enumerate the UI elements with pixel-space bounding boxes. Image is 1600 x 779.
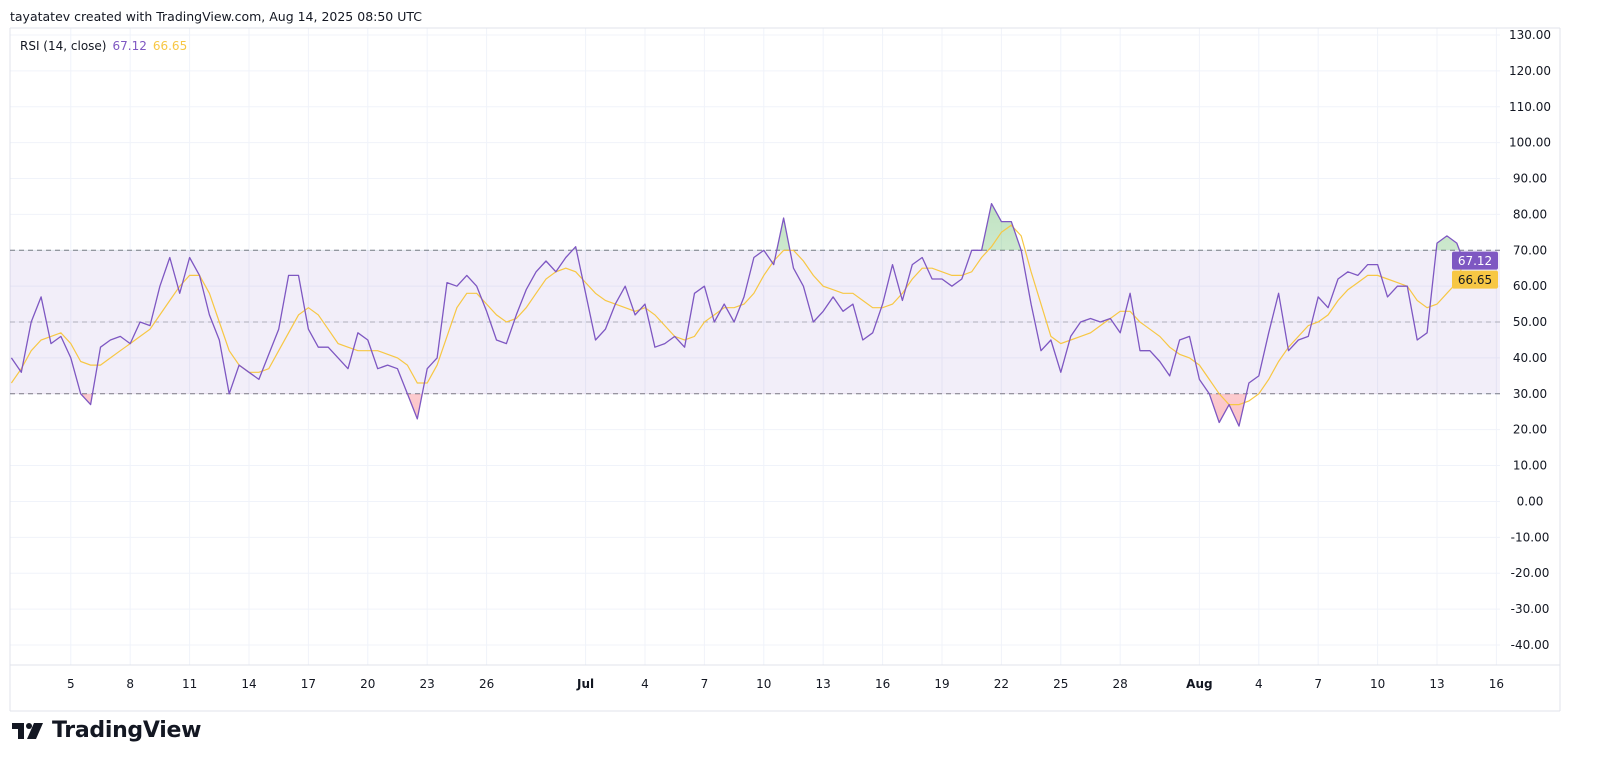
rsi-last-value-label: 67.12 xyxy=(1452,251,1498,270)
y-tick-label: 10.00 xyxy=(1513,459,1547,473)
x-axis[interactable]: 5 8 11 14 17 20 23 26 Jul 4 7 10 13 16 19 22 25 28 Aug 4 7 10… xyxy=(67,677,1504,691)
y-tick-label: 100.00 xyxy=(1509,136,1551,150)
y-tick-label: -40.00 xyxy=(1511,638,1550,652)
y-tick-label: 110.00 xyxy=(1509,100,1551,114)
y-tick-label: 50.00 xyxy=(1513,315,1547,329)
tradingview-logo-text: TradingView xyxy=(52,718,202,743)
y-tick-label: 70.00 xyxy=(1513,243,1547,257)
series-lines xyxy=(10,202,1465,427)
rsi-band-background xyxy=(10,250,1500,394)
x-tick-label: 7 xyxy=(1314,677,1322,691)
x-tick-label: 14 xyxy=(241,677,256,691)
y-tick-label: 90.00 xyxy=(1513,172,1547,186)
x-tick-label: Aug xyxy=(1186,677,1212,691)
x-tick-label: 17 xyxy=(301,677,316,691)
rsi-legend-value: 67.12 xyxy=(112,39,147,53)
x-tick-label: 23 xyxy=(420,677,435,691)
rsi-line xyxy=(10,202,1465,427)
y-tick-label: 80.00 xyxy=(1513,207,1547,221)
overbought-fill xyxy=(572,203,1460,251)
y-tick-label: 40.00 xyxy=(1513,351,1547,365)
y-axis[interactable]: 130.00 120.00 110.00 100.00 90.00 80.00 70.00 6… xyxy=(1509,28,1551,652)
x-tick-label: 4 xyxy=(1255,677,1263,691)
y-tick-label: -10.00 xyxy=(1511,530,1550,544)
ma-last-value-label-text: 66.65 xyxy=(1458,273,1492,287)
x-tick-label: 16 xyxy=(1489,677,1504,691)
ma-legend-value: 66.65 xyxy=(152,39,188,53)
rsi-last-value-label-text: 67.12 xyxy=(1458,254,1492,268)
y-tick-label: 60.00 xyxy=(1513,279,1547,293)
y-tick-label: 120.00 xyxy=(1509,64,1551,78)
x-tick-label: 13 xyxy=(1429,677,1444,691)
ma-last-value-label-bg xyxy=(1452,270,1498,289)
x-tick-label: 10 xyxy=(756,677,771,691)
y-tick-label: -20.00 xyxy=(1511,566,1550,580)
x-tick-label: 8 xyxy=(126,677,134,691)
rsi-last-value-label-bg xyxy=(1452,251,1498,270)
attribution-header: tayatatev created with TradingView.com, … xyxy=(10,9,423,24)
x-tick-label: 16 xyxy=(875,677,890,691)
x-tick-label: 19 xyxy=(934,677,949,691)
x-tick-label: 13 xyxy=(816,677,831,691)
extreme-fills xyxy=(11,203,1464,427)
x-tick-label: 20 xyxy=(360,677,375,691)
x-tick-label: 28 xyxy=(1113,677,1128,691)
x-tick-label: 11 xyxy=(182,677,197,691)
x-tick-label: 4 xyxy=(641,677,649,691)
indicator-legend[interactable]: RSI (14, close) 67.12 66.65 xyxy=(20,39,187,53)
y-tick-label: 20.00 xyxy=(1513,423,1547,437)
tradingview-logo-icon xyxy=(12,722,43,739)
last-value-labels: 67.12 66.65 xyxy=(1452,251,1498,289)
ma-last-value-label: 66.65 xyxy=(1452,270,1498,289)
tradingview-logo[interactable]: TradingView xyxy=(12,718,201,743)
x-tick-label: 26 xyxy=(479,677,494,691)
x-tick-label: 25 xyxy=(1053,677,1068,691)
y-tick-label: 130.00 xyxy=(1509,28,1551,42)
indicator-title: RSI (14, close) xyxy=(20,39,107,53)
x-tick-label: 10 xyxy=(1370,677,1385,691)
y-tick-label: 30.00 xyxy=(1513,387,1547,401)
y-tick-label: -30.00 xyxy=(1511,602,1550,616)
rsi-bands xyxy=(10,249,1500,395)
x-tick-label: Jul xyxy=(576,677,594,691)
rsi-chart[interactable]: 130.00120.00110.00100.0090.0080.0070.006… xyxy=(0,0,1600,715)
rsi-ma-line xyxy=(10,224,1464,406)
x-tick-label: 5 xyxy=(67,677,75,691)
x-tick-label: 7 xyxy=(701,677,709,691)
x-tick-label: 22 xyxy=(994,677,1009,691)
y-tick-label: 0.00 xyxy=(1517,494,1544,508)
